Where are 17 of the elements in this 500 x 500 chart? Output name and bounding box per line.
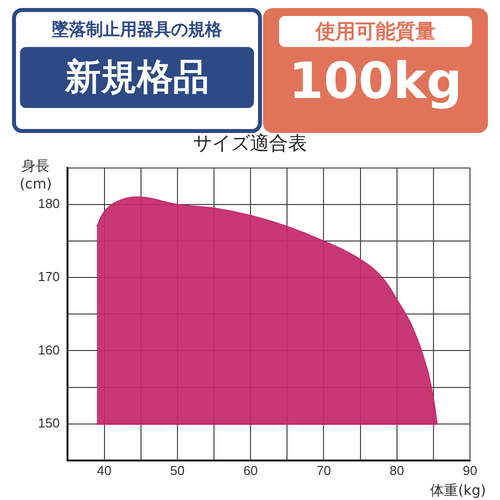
x-tick-label: 60 [243,462,258,478]
x-tick-label: 80 [390,462,404,478]
x-tick-label: 70 [316,462,331,478]
y-tick-label: 180 [38,196,60,211]
text: 墜落制止用器具の規格 [51,19,223,41]
text: 100kg [288,51,464,111]
y-tick-label: 170 [38,269,60,284]
text: 使用可能質量 [279,16,472,47]
text: 新規格品 [20,47,254,108]
x-tick-label: 40 [97,462,112,478]
y-axis-title: 身長(cm) [20,158,52,192]
y-tick-label: 160 [38,342,60,358]
x-axis-title: 体重(kg) [430,483,486,500]
x-tick-label: 50 [170,462,185,478]
y-tick-label: 150 [38,415,60,430]
x-tick-label: 90 [462,462,478,478]
chart-title: サイズ適合表 [193,132,307,154]
